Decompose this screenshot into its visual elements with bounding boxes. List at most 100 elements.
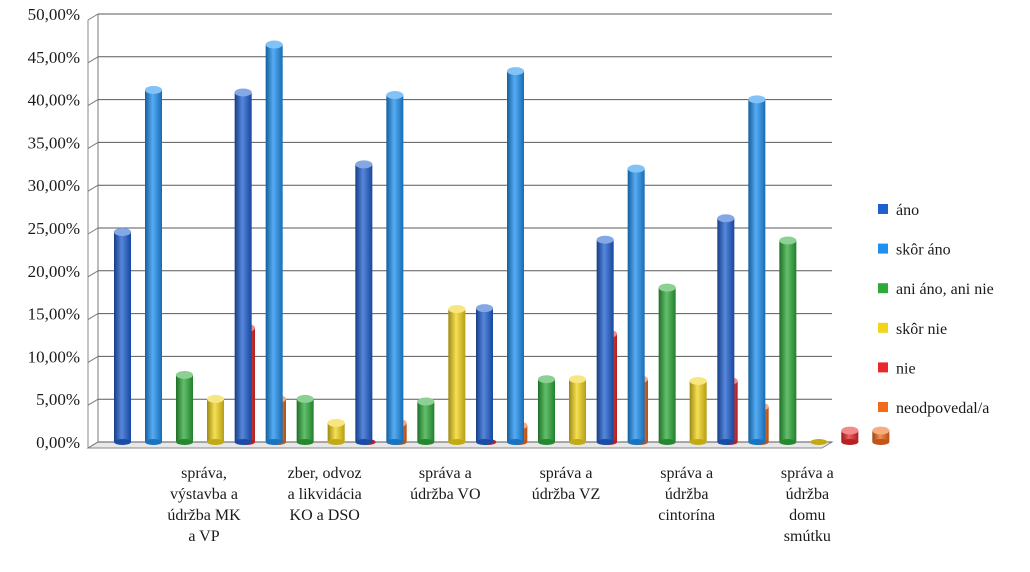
bar-base	[658, 439, 676, 445]
bar-top	[176, 370, 193, 379]
bar	[507, 67, 524, 445]
gridline-side	[87, 141, 99, 149]
y-tick-label: 40,00%	[28, 91, 80, 110]
bar-top	[234, 88, 252, 97]
bar-top	[476, 304, 493, 313]
legend: áno skôr áno ani áno, ani nie skôr nie nie ne…	[878, 202, 994, 417]
y-tick-label: 25,00%	[28, 219, 80, 238]
bar-base	[114, 439, 131, 445]
bar	[265, 40, 283, 445]
bar	[779, 236, 797, 445]
y-tick-label: 15,00%	[28, 305, 80, 324]
bar	[448, 305, 466, 445]
bar-top	[717, 214, 735, 223]
bar-base	[872, 439, 890, 445]
bar	[176, 370, 193, 445]
bar-base	[689, 439, 707, 445]
gridline-side	[87, 313, 99, 321]
x-category-label: správa, výstavba a údržba MK a VP	[167, 465, 241, 545]
bar-body	[265, 44, 283, 442]
legend-label: neodpovedal/a	[896, 400, 989, 417]
gridline-side	[87, 355, 99, 363]
bar	[327, 418, 345, 445]
y-tick-label: 10,00%	[28, 347, 80, 366]
bar-base	[569, 439, 586, 445]
bar-base	[234, 439, 252, 445]
bar	[538, 375, 555, 445]
bar-body	[386, 95, 404, 442]
bar-top	[872, 426, 890, 435]
bar	[569, 375, 586, 445]
bar-base	[476, 439, 493, 445]
bar-base	[145, 439, 162, 445]
bar	[386, 91, 404, 445]
bar-base	[810, 439, 828, 445]
bar-top	[689, 376, 707, 385]
bar-base	[327, 439, 345, 445]
bar-body	[627, 168, 645, 442]
legend-label: skôr áno	[896, 242, 951, 259]
y-tick-label: 35,00%	[28, 133, 80, 152]
bar-base	[748, 439, 766, 445]
bar-body	[476, 308, 493, 442]
legend-swatch	[878, 204, 888, 214]
bar-top	[327, 418, 345, 427]
bar-body	[507, 71, 524, 443]
bar-top	[145, 85, 162, 94]
bar	[689, 376, 707, 445]
bar-top	[265, 40, 283, 49]
bar	[114, 228, 131, 445]
bar-body	[717, 218, 735, 442]
y-tick-label: 45,00%	[28, 48, 80, 67]
gridline-side	[87, 227, 99, 235]
gridline-side	[87, 398, 99, 406]
bar-top	[538, 375, 555, 384]
bar	[596, 235, 614, 445]
bar-top	[114, 228, 131, 236]
gridline-side	[87, 99, 99, 107]
bar-base	[265, 439, 283, 445]
bar-base	[176, 439, 193, 445]
bar-body	[841, 430, 859, 442]
gridline-side	[87, 184, 99, 192]
legend-swatch	[878, 283, 888, 294]
bar-top	[448, 305, 466, 314]
bar-body	[114, 232, 131, 442]
bar-base	[355, 439, 373, 445]
bar-base	[386, 439, 404, 445]
bar-base	[841, 439, 859, 445]
gridline-side	[87, 441, 99, 449]
bar-base	[627, 439, 645, 445]
bar-body	[658, 287, 676, 442]
bar-body	[872, 430, 890, 442]
bar-top	[627, 164, 645, 173]
x-axis-categories: správa, výstavba a údržba MK a VP zber, odvo…	[167, 465, 833, 545]
bar	[296, 394, 314, 445]
bar-base	[448, 439, 466, 445]
x-category-label: správa a údržba cintorína	[658, 465, 715, 524]
bar	[748, 95, 766, 445]
bars	[114, 40, 890, 445]
bar-body	[176, 374, 193, 442]
legend-label: áno	[896, 202, 919, 219]
gridline-side	[87, 56, 99, 64]
y-tick-label: 0,00%	[36, 433, 80, 452]
bar	[810, 439, 828, 445]
bar-top	[748, 95, 766, 104]
bar-body	[448, 309, 466, 442]
bar-body	[207, 398, 224, 442]
bar	[207, 394, 224, 445]
bar-body	[779, 240, 797, 442]
legend-swatch	[878, 322, 888, 333]
bar	[658, 283, 676, 445]
bar-body	[417, 401, 435, 442]
bar-top	[296, 394, 314, 403]
gridline-side	[87, 13, 99, 21]
bar-base	[507, 439, 524, 445]
legend-swatch	[878, 362, 888, 373]
y-axis-ticks: 0,00% 5,00% 10,00% 15,00% 20,00% 25,00% 30,00%…	[28, 5, 80, 452]
x-category-label: správa a údržba domu smútku	[781, 465, 834, 545]
bar	[145, 85, 162, 445]
bar-base	[717, 439, 735, 445]
